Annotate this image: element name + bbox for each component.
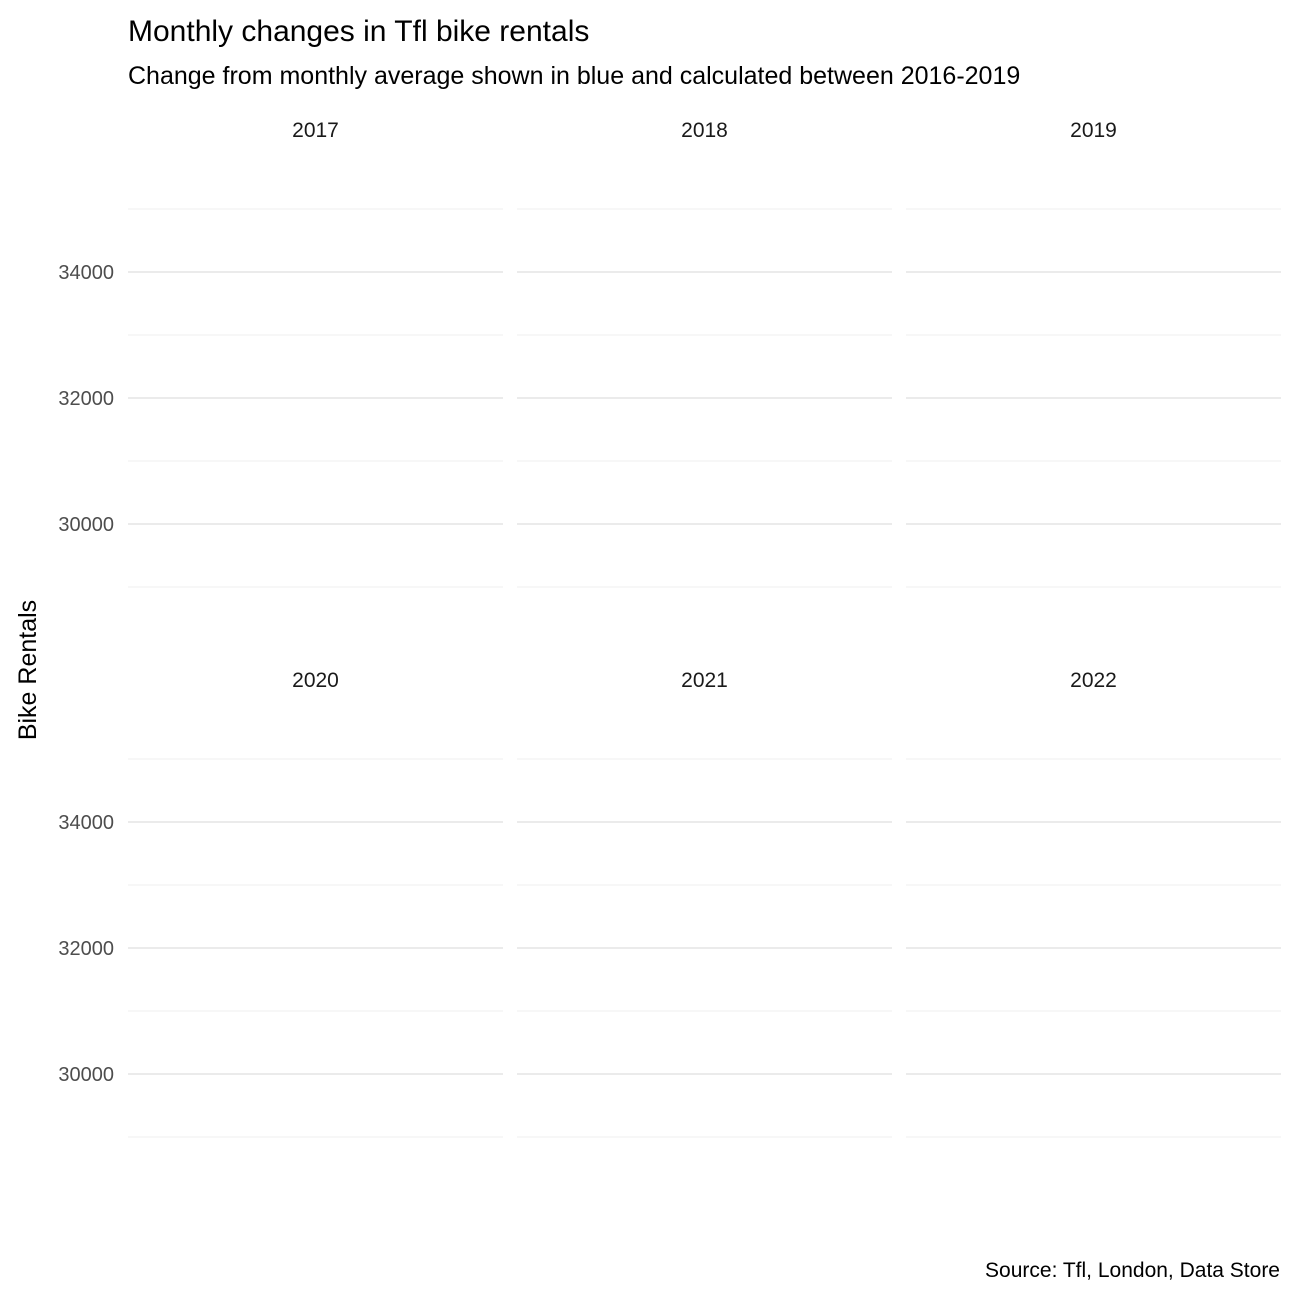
facet-label: 2019 [1070, 119, 1117, 142]
facet-label: 2018 [681, 119, 728, 142]
y-tick-label: 34000 [58, 812, 114, 834]
facet-panel-2018: 2018 [517, 119, 892, 588]
facet-panel-2021: 2021 [517, 669, 892, 1138]
facet-label: 2022 [1070, 669, 1117, 692]
facet-label: 2017 [292, 119, 339, 142]
y-tick-label: 30000 [58, 1064, 114, 1086]
y-tick-label: 30000 [58, 514, 114, 536]
chart-subtitle: Change from monthly average shown in blu… [128, 62, 1020, 90]
y-tick-label: 32000 [58, 388, 114, 410]
chart-caption: Source: Tfl, London, Data Store [985, 1259, 1280, 1282]
facet-label: 2020 [292, 669, 339, 692]
facet-panels: 2017 2018 2019 2020 2021 2022 30000 32000 34000 3… [58, 119, 1281, 1138]
facet-label: 2021 [681, 669, 728, 692]
facet-panel-2017: 2017 [128, 119, 503, 588]
facet-panel-2022: 2022 [906, 669, 1281, 1138]
chart-title: Monthly changes in Tfl bike rentals [128, 15, 589, 48]
facet-panel-2020: 2020 [128, 669, 503, 1138]
y-axis-label: Bike Rentals [14, 600, 42, 740]
y-tick-label: 32000 [58, 938, 114, 960]
y-tick-label: 34000 [58, 262, 114, 284]
facet-panel-2019: 2019 [906, 119, 1281, 588]
